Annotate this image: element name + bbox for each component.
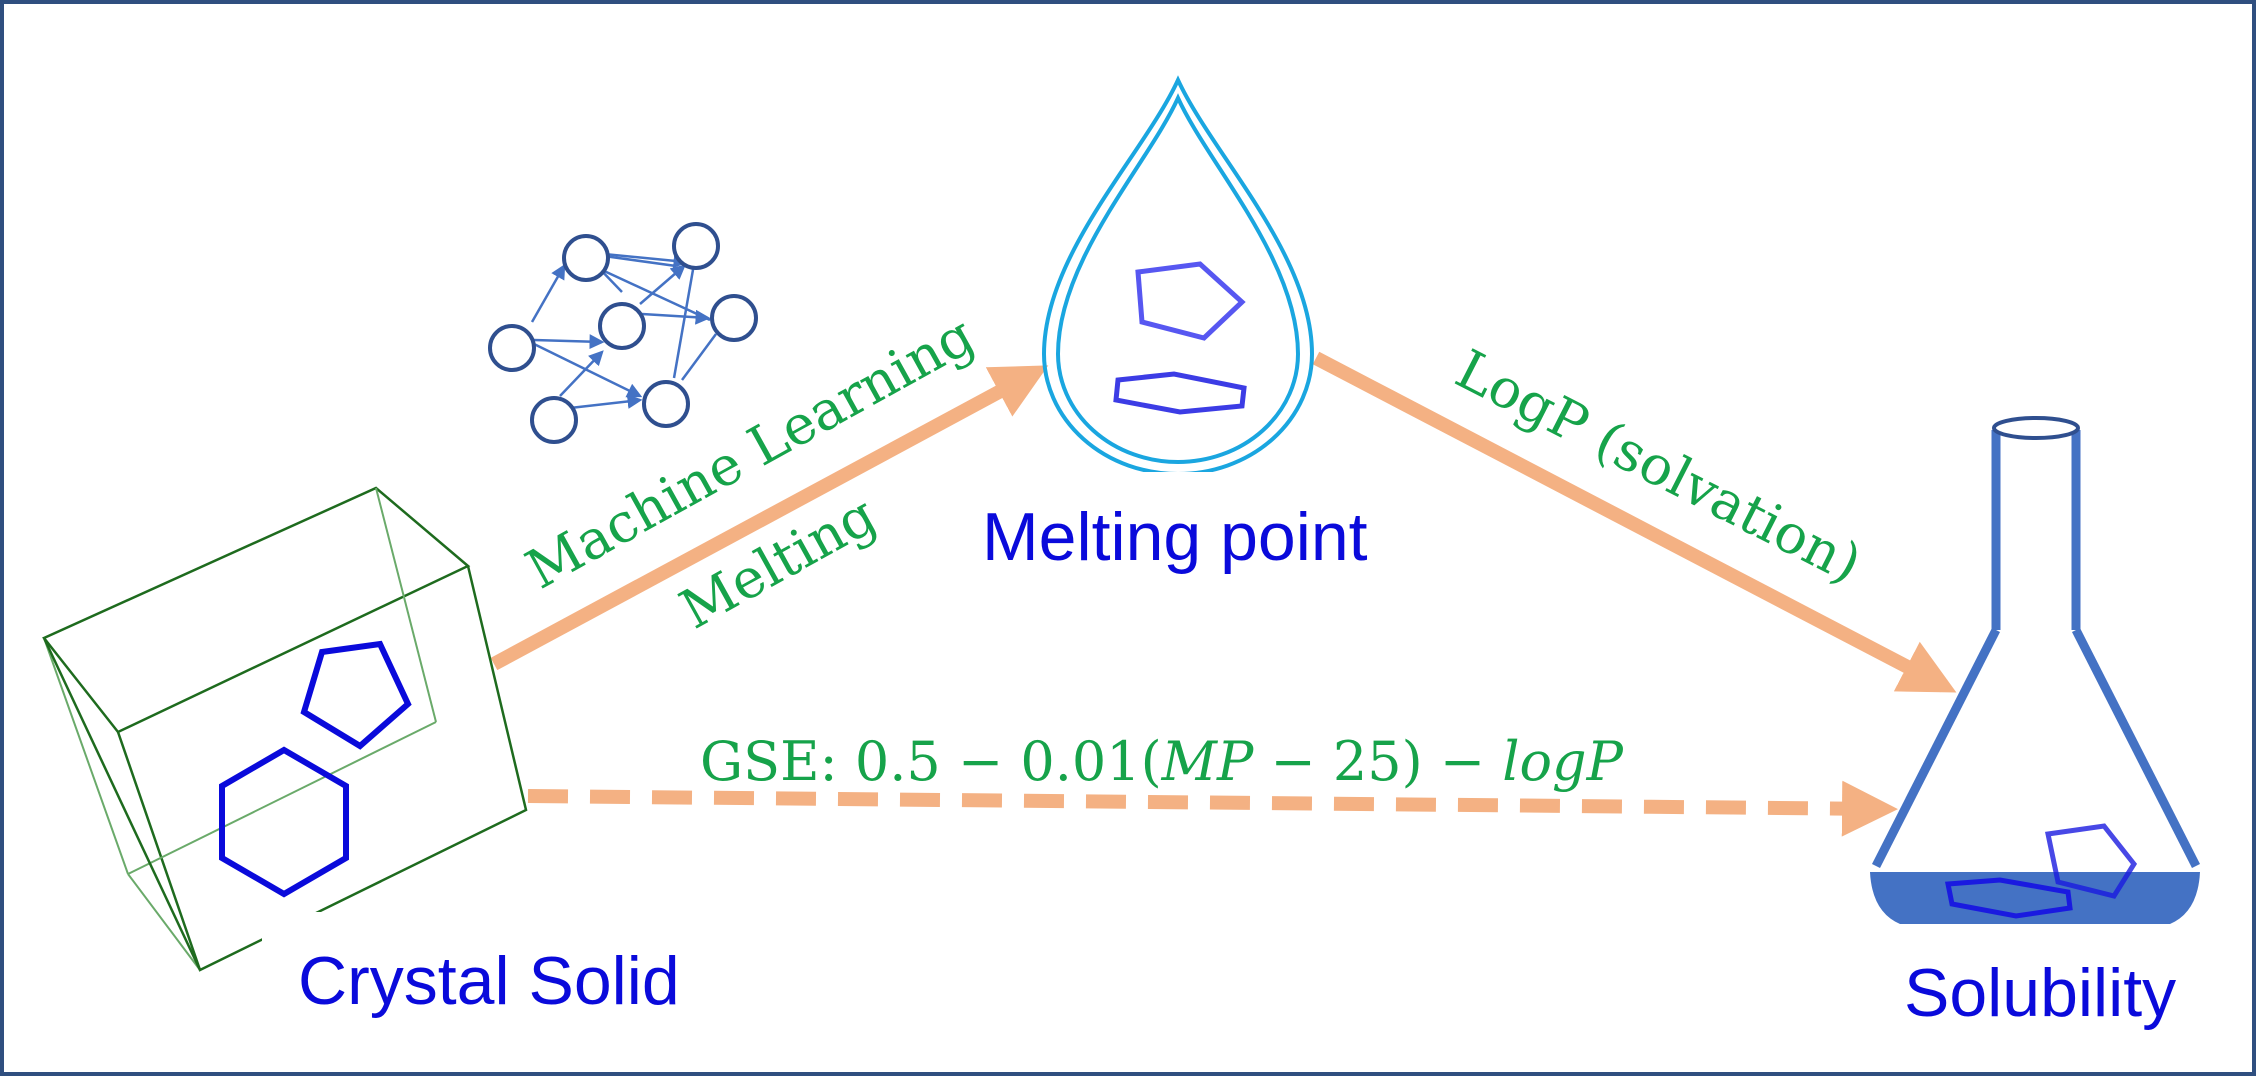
- diagram-canvas: Crystal Solid Melting point Solubility M…: [42, 75, 2201, 1031]
- crystal-box-icon: [42, 486, 528, 972]
- droplet-icon: [1041, 75, 1315, 476]
- gse-equation-logp: logP: [1502, 730, 1624, 793]
- flask-icon: [1870, 416, 2201, 924]
- arrow-melting-to-solubility: [1312, 351, 1957, 693]
- gse-equation-mp: MP: [1161, 730, 1255, 793]
- melting-point-label: Melting point: [982, 499, 1368, 575]
- solubility-label: Solubility: [1904, 955, 2176, 1031]
- gse-equation-label: GSE: 0.5 − 0.01(MP − 25) − logP: [700, 730, 1625, 793]
- arrow-gse-crystal-to-solubility: [527, 780, 1898, 837]
- crystal-label-mask: [262, 912, 382, 956]
- droplet-pentagon-icon: [1135, 261, 1246, 341]
- crystal-solid-label: Crystal Solid: [298, 943, 680, 1019]
- gse-equation-mid: − 25) −: [1253, 730, 1502, 793]
- droplet-hexagon-icon: [1113, 371, 1247, 415]
- droplet-mask: [1094, 472, 1264, 492]
- gse-equation-prefix: GSE: 0.5 − 0.01(: [700, 730, 1162, 793]
- pentagon-molecule-icon: [300, 640, 412, 750]
- arrow-crystal-to-melting: [490, 365, 1049, 671]
- hexagon-molecule-icon: [219, 746, 349, 898]
- neural-network-icon: [488, 222, 758, 444]
